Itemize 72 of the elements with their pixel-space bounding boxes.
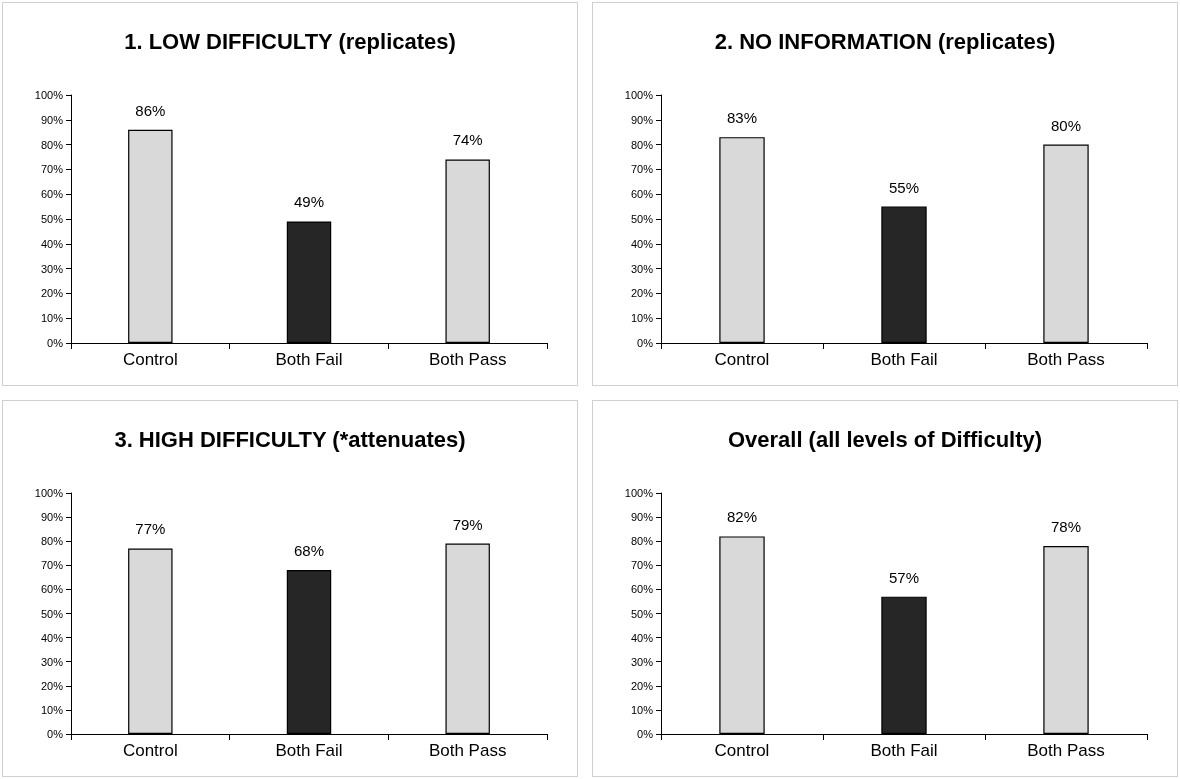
data-label: 79% bbox=[452, 515, 483, 533]
data-label: 82% bbox=[726, 508, 758, 526]
chart-title: 1. LOW DIFFICULTY (replicates) bbox=[124, 28, 456, 54]
data-label: 68% bbox=[293, 542, 325, 560]
x-tick-label: Control bbox=[122, 741, 178, 760]
y-tick-label: 90% bbox=[630, 113, 654, 126]
y-tick-label: 30% bbox=[40, 655, 64, 668]
y-tick-label: 30% bbox=[630, 655, 654, 668]
y-tick-label: 100% bbox=[34, 89, 64, 101]
y-tick-label: 40% bbox=[40, 237, 64, 250]
y-tick-label: 40% bbox=[40, 631, 64, 644]
data-label: 57% bbox=[888, 568, 920, 586]
data-label: 83% bbox=[726, 109, 758, 127]
y-tick-label: 90% bbox=[630, 511, 654, 524]
y-tick-label: 10% bbox=[40, 703, 64, 716]
y-tick-label: 10% bbox=[630, 703, 654, 716]
chart-title: Overall (all levels of Difficulty) bbox=[727, 426, 1043, 452]
y-tick-label: 0% bbox=[47, 728, 64, 740]
x-tick-label: Control bbox=[714, 350, 770, 369]
x-tick-label: Both Fail bbox=[870, 741, 938, 760]
y-tick-label: 20% bbox=[40, 679, 64, 692]
y-tick-label: 80% bbox=[40, 535, 64, 548]
y-tick-label: 60% bbox=[40, 583, 64, 596]
y-tick-label: 60% bbox=[630, 188, 654, 201]
y-tick-label: 80% bbox=[630, 138, 654, 151]
y-tick-label: 60% bbox=[630, 583, 654, 596]
y-tick-label: 50% bbox=[40, 213, 64, 225]
x-tick-label: Both Fail bbox=[275, 350, 343, 369]
y-tick-label: 40% bbox=[630, 631, 654, 644]
y-tick-label: 30% bbox=[40, 262, 64, 275]
x-tick-label: Both Pass bbox=[1027, 350, 1105, 369]
y-tick-label: 0% bbox=[637, 728, 654, 740]
y-tick-label: 20% bbox=[630, 679, 654, 692]
data-label: 78% bbox=[1050, 518, 1082, 536]
y-tick-label: 10% bbox=[40, 312, 64, 325]
y-tick-label: 60% bbox=[40, 188, 64, 201]
chart-title: 2. NO INFORMATION (replicates) bbox=[714, 28, 1056, 54]
y-tick-label: 100% bbox=[34, 487, 64, 499]
data-label: 74% bbox=[452, 131, 483, 149]
y-tick-label: 90% bbox=[40, 113, 64, 126]
x-tick-label: Control bbox=[122, 350, 178, 369]
y-tick-label: 70% bbox=[40, 163, 64, 176]
data-label: 80% bbox=[1050, 116, 1082, 134]
y-tick-label: 50% bbox=[630, 213, 654, 225]
y-tick-label: 70% bbox=[40, 559, 64, 572]
x-tick-label: Both Pass bbox=[1027, 741, 1105, 760]
y-tick-label: 50% bbox=[630, 607, 654, 620]
data-label: 49% bbox=[293, 193, 325, 211]
data-label: 77% bbox=[135, 520, 166, 538]
x-tick-label: Control bbox=[714, 741, 770, 760]
x-tick-label: Both Fail bbox=[870, 350, 938, 369]
y-tick-label: 70% bbox=[630, 163, 654, 176]
x-tick-label: Both Pass bbox=[428, 350, 507, 369]
y-tick-label: 30% bbox=[630, 262, 654, 275]
y-tick-label: 50% bbox=[40, 607, 64, 620]
y-tick-label: 90% bbox=[40, 511, 64, 524]
y-tick-label: 10% bbox=[630, 312, 654, 325]
x-tick-label: Both Fail bbox=[275, 741, 343, 760]
data-label: 55% bbox=[888, 178, 920, 196]
y-tick-label: 80% bbox=[40, 138, 64, 151]
data-label: 86% bbox=[135, 101, 166, 119]
x-tick-label: Both Pass bbox=[428, 741, 507, 760]
y-tick-label: 70% bbox=[630, 559, 654, 572]
y-tick-label: 40% bbox=[630, 237, 654, 250]
y-tick-label: 20% bbox=[630, 287, 654, 300]
y-tick-label: 100% bbox=[624, 89, 654, 101]
y-tick-label: 0% bbox=[47, 337, 64, 349]
y-tick-label: 0% bbox=[637, 337, 654, 349]
y-tick-label: 100% bbox=[624, 487, 654, 499]
chart-title: 3. HIGH DIFFICULTY (*attenuates) bbox=[114, 426, 466, 452]
y-tick-label: 80% bbox=[630, 535, 654, 548]
y-tick-label: 20% bbox=[40, 287, 64, 300]
